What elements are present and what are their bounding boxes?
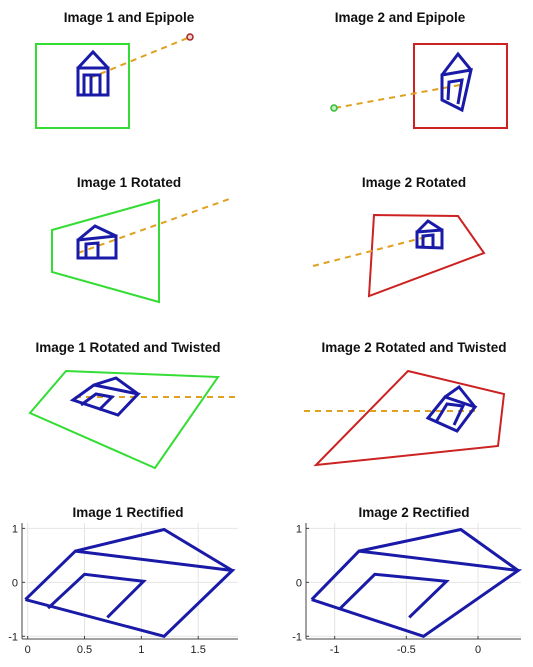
series-line-1 <box>75 527 234 572</box>
image1-frame <box>28 369 220 470</box>
y-tick-label: 1 <box>296 523 302 535</box>
x-tick-label: -0.5 <box>397 644 416 656</box>
house-drawing <box>440 51 473 113</box>
x-tick-label: 0 <box>25 644 31 656</box>
x-tick-label: 1 <box>138 644 144 656</box>
image2-frame <box>313 369 506 467</box>
house-drawing <box>76 49 110 97</box>
house-drawing <box>415 219 444 250</box>
panel-title-image2-epipole: Image 2 and Epipole <box>334 10 466 25</box>
series-line-1 <box>358 527 519 572</box>
y-tick-label: -1 <box>8 631 18 643</box>
x-tick-label: 0 <box>475 644 481 656</box>
x-tick-label: 1.5 <box>191 644 206 656</box>
panel-title-image1-epipole: Image 1 and Epipole <box>63 10 195 25</box>
panel-image2-twisted <box>304 369 506 467</box>
panel-image1-rotated <box>51 197 233 304</box>
epipole-marker <box>186 33 194 41</box>
image2-frame <box>367 213 486 298</box>
chart-image1-rectified: 0 0.5 1 1.5 1 0 -1 <box>8 523 238 656</box>
panel-title-image1-twisted: Image 1 Rotated and Twisted <box>35 340 221 355</box>
house-drawing <box>76 224 118 260</box>
y-tick-label: 1 <box>12 523 18 535</box>
y-tick-label: 0 <box>296 577 302 589</box>
image1-frame <box>35 43 130 129</box>
panel-title-image2-rectified: Image 2 Rectified <box>358 505 470 520</box>
epipole-marker <box>330 104 338 112</box>
chart-image2-rectified: -1 -0.5 0 1 0 -1 <box>292 523 523 656</box>
house-drawing <box>425 384 478 433</box>
x-tick-label: 0.5 <box>77 644 92 656</box>
house-drawing <box>69 376 141 417</box>
panel-title-image1-rotated: Image 1 Rotated <box>76 175 182 190</box>
epipolar-line <box>312 236 427 267</box>
series-line-0 <box>310 549 523 638</box>
epipolar-line <box>77 197 233 254</box>
panel-image2-rotated <box>312 213 486 298</box>
series-line-0 <box>24 549 236 638</box>
panel-title-image1-rectified: Image 1 Rectified <box>72 505 184 520</box>
series-line-2 <box>47 572 147 619</box>
panel-image1-epipole <box>35 33 194 129</box>
panel-image1-twisted <box>28 369 240 470</box>
y-tick-label: -1 <box>292 631 302 643</box>
panel-image2-epipole <box>330 43 508 129</box>
y-tick-label: 0 <box>12 577 18 589</box>
x-tick-label: -1 <box>330 644 340 656</box>
series-line-2 <box>339 572 450 619</box>
epipolar-line <box>89 36 191 79</box>
image1-frame <box>51 198 160 304</box>
panel-title-image2-rotated: Image 2 Rotated <box>361 175 467 190</box>
panel-title-image2-twisted: Image 2 Rotated and Twisted <box>321 340 507 355</box>
image2-frame <box>413 43 508 129</box>
